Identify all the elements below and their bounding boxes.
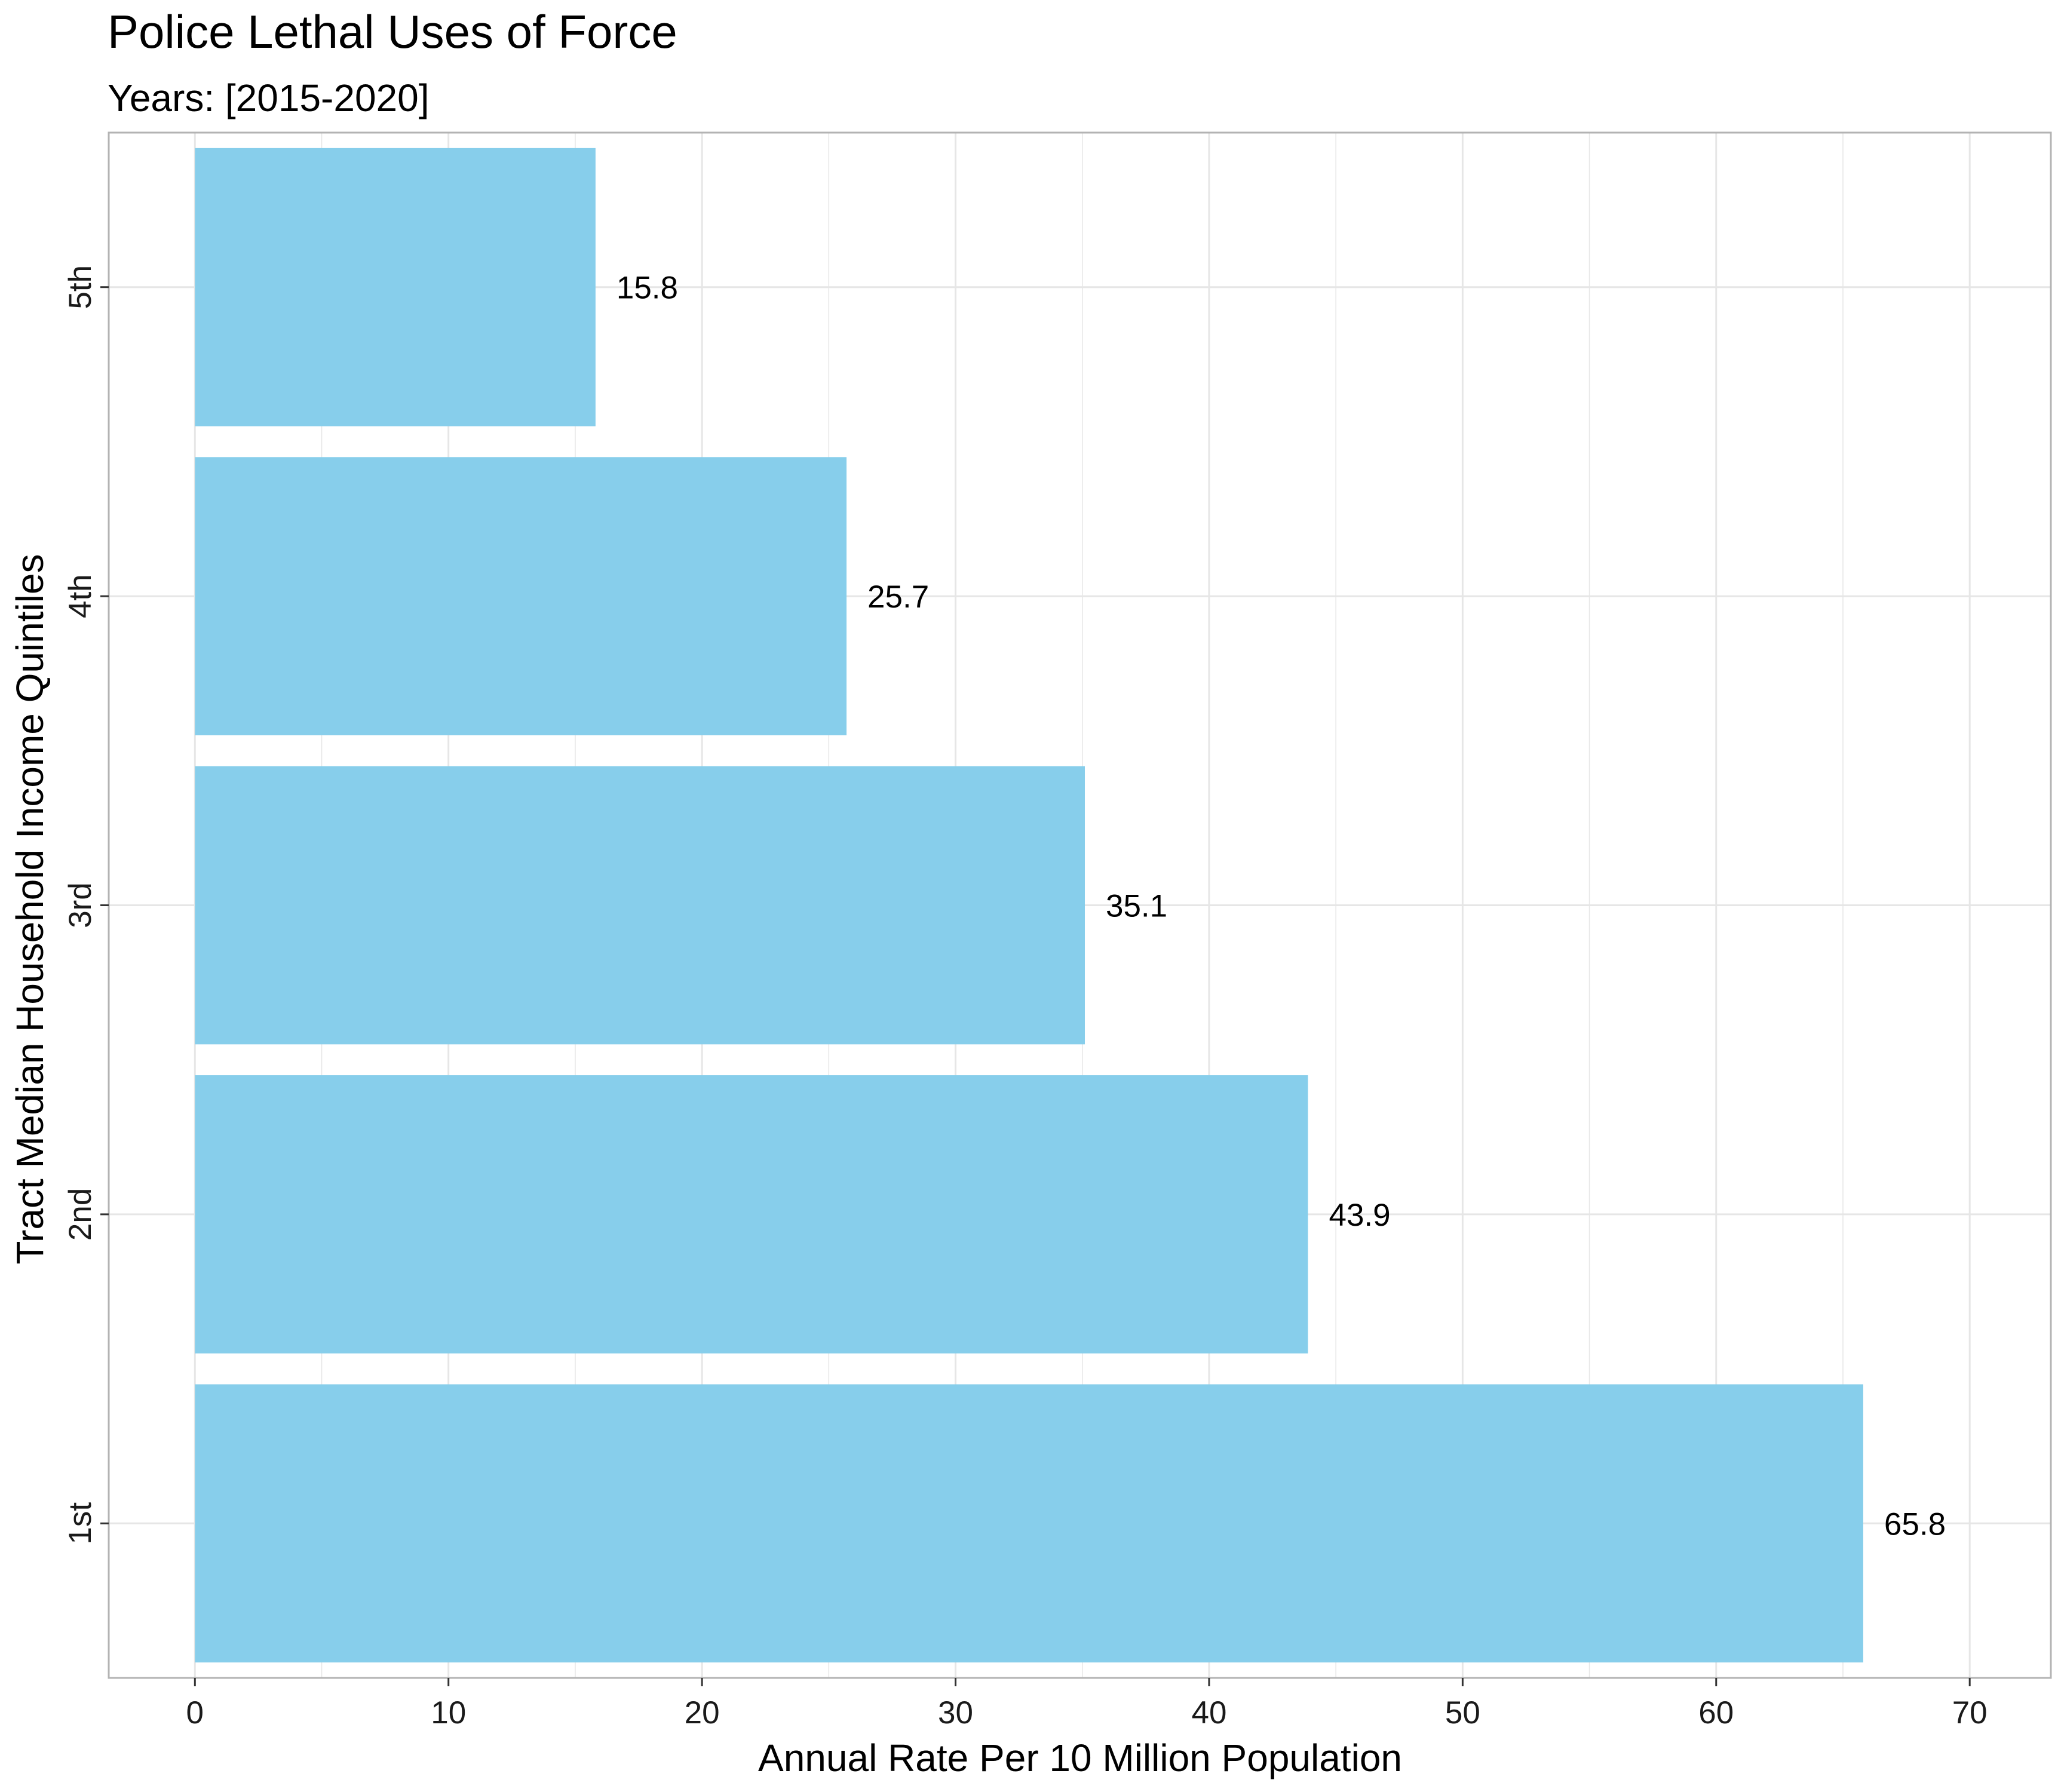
bar-1st <box>195 1384 1863 1663</box>
bar-4th <box>195 457 847 735</box>
bar-5th <box>195 148 596 426</box>
chart-title: Police Lethal Uses of Force <box>108 5 677 58</box>
y-tick-label-5th: 5th <box>63 265 98 309</box>
x-axis-title: Annual Rate Per 10 Million Population <box>758 1736 1402 1779</box>
x-tick-label: 20 <box>685 1695 720 1730</box>
x-tick-label: 30 <box>938 1695 973 1730</box>
x-axis-ticks: 0 10 20 30 40 50 60 70 <box>186 1678 1988 1730</box>
bar-2nd <box>195 1075 1308 1354</box>
chart-subtitle: Years: [2015-2020] <box>108 76 430 119</box>
data-label-2nd: 43.9 <box>1329 1198 1390 1233</box>
y-axis-title: Tract Median Household Income Quintiles <box>8 554 51 1264</box>
y-axis-ticks: 1st 2nd 3rd 4th 5th <box>63 265 109 1545</box>
bars <box>195 148 1863 1663</box>
y-tick-label-1st: 1st <box>63 1502 98 1545</box>
x-tick-label: 10 <box>431 1695 466 1730</box>
x-tick-label: 0 <box>186 1695 204 1730</box>
y-tick-label-4th: 4th <box>63 574 98 618</box>
data-label-4th: 25.7 <box>867 579 929 615</box>
data-label-1st: 65.8 <box>1884 1506 1946 1542</box>
y-tick-label-3rd: 3rd <box>63 882 98 928</box>
x-tick-label: 40 <box>1191 1695 1226 1730</box>
x-tick-label: 70 <box>1952 1695 1988 1730</box>
data-labels: 65.8 43.9 35.1 25.7 15.8 <box>617 271 1946 1542</box>
x-tick-label: 50 <box>1445 1695 1480 1730</box>
data-label-3rd: 35.1 <box>1106 889 1167 924</box>
data-label-5th: 15.8 <box>617 271 678 306</box>
bar-3rd <box>195 766 1085 1045</box>
y-tick-label-2nd: 2nd <box>63 1188 98 1241</box>
x-tick-label: 60 <box>1698 1695 1734 1730</box>
